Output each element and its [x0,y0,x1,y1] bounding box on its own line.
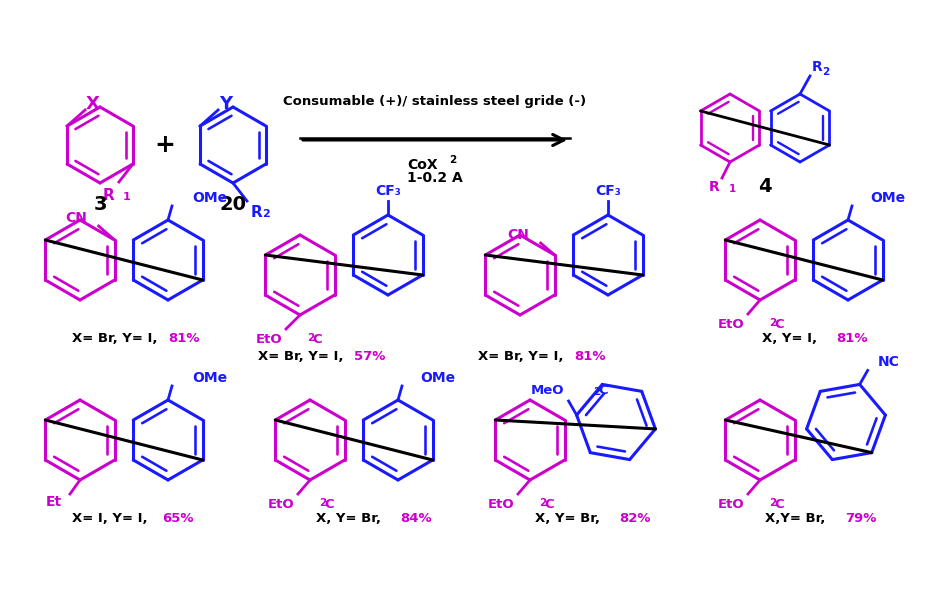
Text: OMe: OMe [192,191,228,205]
Text: 2: 2 [769,318,776,328]
Text: C: C [324,498,334,511]
Text: 20: 20 [220,195,246,215]
Text: 1-0.2 A: 1-0.2 A [407,171,463,185]
Text: X,Y= Br,: X,Y= Br, [765,512,830,525]
Text: EtO: EtO [718,498,744,511]
Text: Et: Et [46,495,62,509]
Text: 3: 3 [93,195,107,215]
Text: X: X [86,95,100,113]
Text: 2: 2 [769,498,776,508]
Text: 2: 2 [822,67,830,77]
Text: CF₃: CF₃ [375,184,401,198]
Text: CN: CN [64,211,86,225]
Text: 2: 2 [539,498,546,508]
Text: OMe: OMe [870,191,905,205]
Text: C: C [598,384,609,397]
Text: C: C [774,318,784,331]
Text: 4: 4 [758,176,772,195]
Text: CoX: CoX [408,158,438,172]
Text: EtO: EtO [255,333,282,346]
Text: R: R [709,180,720,194]
Text: X= I, Y= I,: X= I, Y= I, [72,512,153,525]
Text: +: + [155,133,175,157]
Text: X= Br, Y= I,: X= Br, Y= I, [478,350,568,363]
Text: 81%: 81% [574,350,606,363]
Text: 2: 2 [593,387,601,397]
Text: Y: Y [220,95,232,113]
Text: EtO: EtO [718,318,744,331]
Text: OMe: OMe [192,371,228,385]
Text: 1: 1 [123,192,131,202]
Text: 2: 2 [262,209,270,219]
Text: C: C [312,333,321,346]
Text: CN: CN [507,228,529,242]
Text: 1: 1 [729,184,737,194]
Text: CF₃: CF₃ [595,184,621,198]
Text: EtO: EtO [267,498,294,511]
Text: 79%: 79% [845,512,876,525]
Text: 81%: 81% [836,332,867,345]
Text: 2: 2 [319,498,326,508]
Text: OMe: OMe [420,371,455,385]
Text: EtO: EtO [487,498,514,511]
Text: 65%: 65% [162,512,193,525]
Text: NC: NC [878,355,900,369]
Text: 82%: 82% [619,512,650,525]
Text: Consumable (+)/ stainless steel gride (-): Consumable (+)/ stainless steel gride (-… [283,96,587,109]
Text: X= Br, Y= I,: X= Br, Y= I, [258,350,348,363]
Text: 84%: 84% [400,512,431,525]
Text: X, Y= I,: X, Y= I, [762,332,822,345]
Text: R: R [102,188,114,203]
Text: R: R [251,205,263,220]
Text: X, Y= Br,: X, Y= Br, [535,512,605,525]
Text: X, Y= Br,: X, Y= Br, [316,512,386,525]
Text: R: R [812,60,823,74]
Text: 57%: 57% [354,350,386,363]
Text: X= Br, Y= I,: X= Br, Y= I, [72,332,162,345]
Text: C: C [544,498,554,511]
Text: C: C [774,498,784,511]
Text: 2: 2 [449,155,456,165]
Text: 2: 2 [307,333,314,343]
Text: MeO: MeO [531,384,565,397]
Text: 81%: 81% [168,332,199,345]
